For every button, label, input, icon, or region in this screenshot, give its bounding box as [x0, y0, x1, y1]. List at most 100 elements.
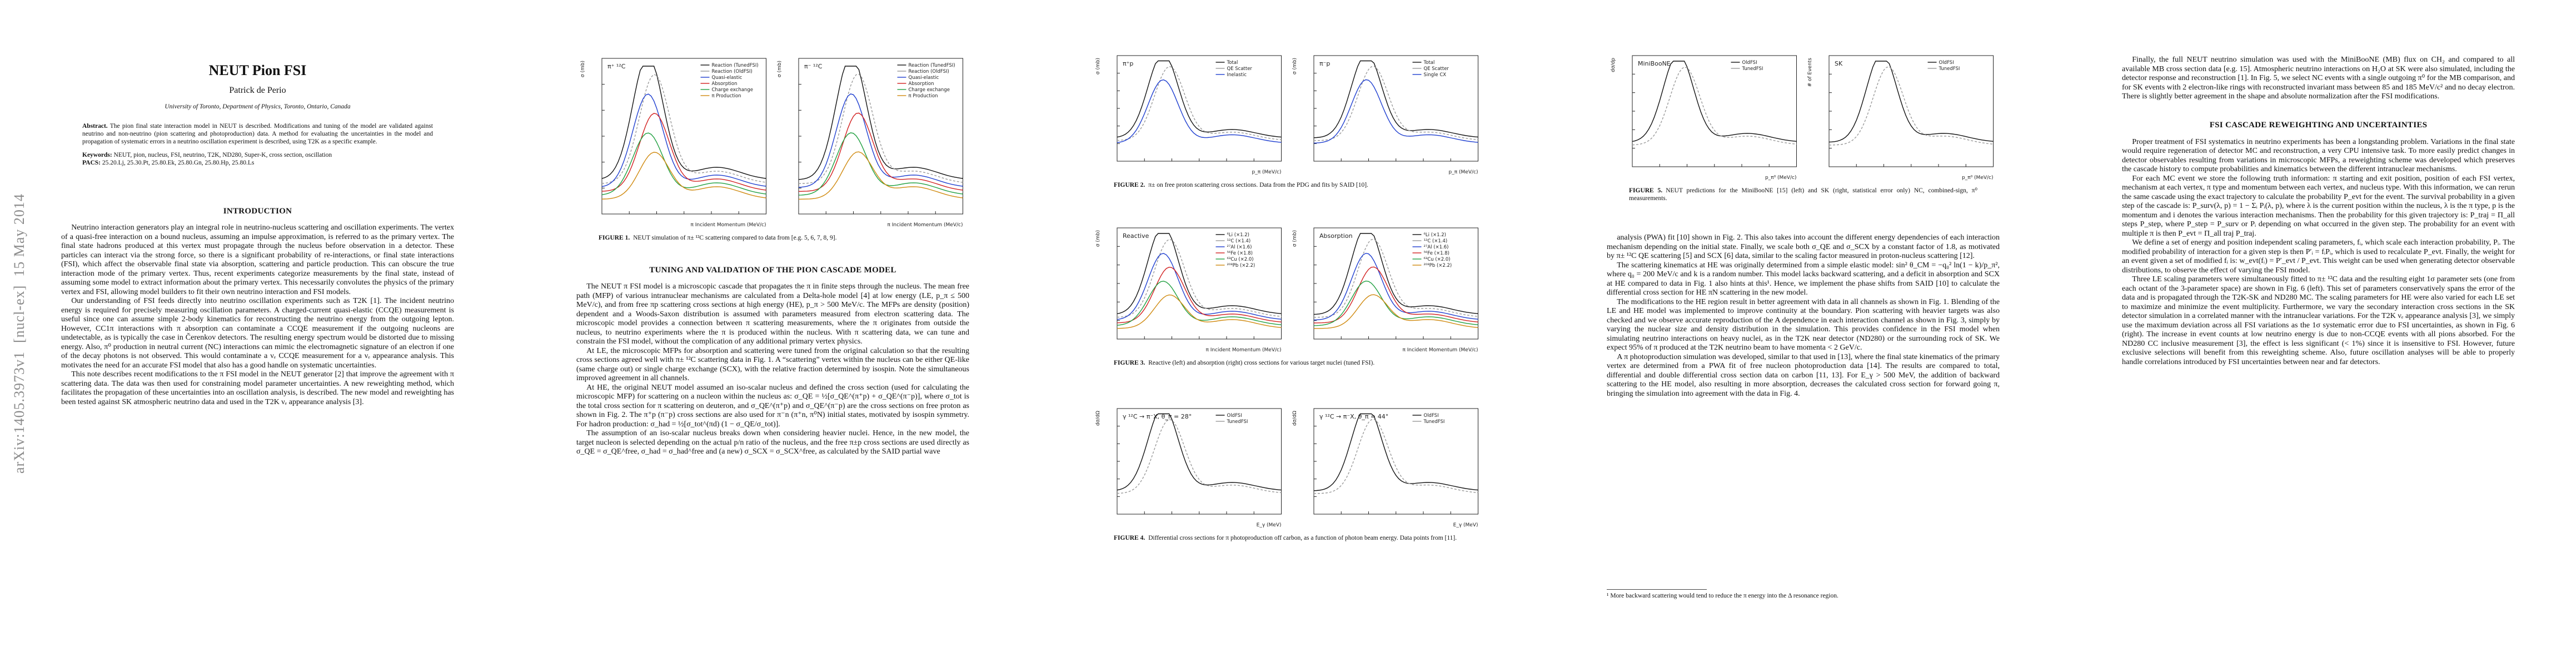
caption-label: FIGURE 3. [1114, 360, 1145, 366]
legend-label: TunedFSI [1938, 66, 1960, 72]
footnote: ¹ More backward scattering would tend to… [1607, 593, 1838, 599]
paragraph: Three LE scaling parameters were simulta… [2122, 275, 2515, 366]
legend-label: OldFSI [1742, 60, 1757, 66]
legend-label: ⁶Li (×1.2) [1227, 232, 1249, 238]
illustrative-curve [1313, 252, 1478, 321]
illustrative-curve [798, 66, 963, 180]
figure-caption: FIGURE 5. NEUT predictions for the MiniBo… [1607, 183, 2000, 202]
paragraph: The scattering kinematics at HE was orig… [1607, 261, 2000, 297]
paragraph: analysis (PWA) fit [10] shown in Fig. 2.… [1607, 233, 2000, 260]
illustrative-curve [1313, 79, 1478, 144]
legend-label: Quasi-elastic [712, 75, 743, 81]
pacs: 25.20.Lj, 25.30.Pt, 25.80.Ek, 25.80.Gn, … [102, 160, 255, 166]
legend-label: Absorption [908, 81, 934, 87]
legend-label: ¹²C (×1.4) [1227, 238, 1251, 244]
x-axis-label: E_γ (MeV) [1453, 522, 1478, 528]
legend-label: Absorption [712, 81, 738, 87]
figure-panel: Reaction (TunedFSI)Reaction (OldFSI)Quas… [777, 58, 963, 228]
y-axis-label: σ (mb) [580, 61, 586, 77]
legend-label: OldFSI [1423, 413, 1438, 419]
keywords: NEUT, pion, nucleus, FSI, neutrino, T2K,… [113, 152, 332, 158]
illustrative-curve [601, 93, 766, 187]
caption-text: Differential cross sections for π photop… [1148, 535, 1457, 541]
legend-label: Charge exchange [712, 87, 753, 93]
x-axis-label: p_π (MeV/c) [1448, 170, 1478, 175]
caption-label: FIGURE 5. [1629, 187, 1663, 194]
affiliation: University of Toronto, Department of Phy… [165, 103, 351, 110]
author: Patrick de Perio [229, 86, 286, 95]
y-axis-label: σ (mb) [1292, 58, 1298, 74]
caption-text: Reactive (left) and absorption (right) c… [1148, 360, 1375, 366]
title: NEUT Pion FSI [208, 62, 307, 78]
plot-frame [1632, 55, 1797, 167]
legend-label: ⁵⁶Fe (×1.8) [1227, 251, 1253, 256]
body-text: Finally, the full NEUT neutrino simulati… [2122, 56, 2515, 102]
legend-label: π Production [908, 93, 938, 99]
paragraph: Proper treatment of FSI systematics in n… [2122, 137, 2515, 174]
figure: OldFSI TunedFSI γ ¹²C → π⁻X, θ_π = 28° E_γ … [1092, 403, 1484, 542]
x-axis-label: π Incident Momentum (MeV/c) [1402, 347, 1478, 353]
illustrative-curve [1313, 238, 1478, 318]
y-axis-label: σ (mb) [1292, 230, 1298, 247]
abstract-label: Abstract. [82, 123, 108, 130]
panel-label: π⁻p [1319, 60, 1330, 67]
illustrative-curve [601, 113, 766, 192]
illustrative-curve [1313, 60, 1478, 138]
paragraph: At HE, the original NEUT model assumed a… [576, 383, 969, 429]
x-axis-label: π Incident Momentum (MeV/c) [1205, 347, 1281, 353]
plot-frame [1117, 408, 1282, 515]
legend-label: Reaction (TunedFSI) [712, 63, 759, 68]
y-axis-label: # of Events [1807, 58, 1813, 87]
caption-label: FIGURE 4. [1114, 535, 1145, 541]
legend-label: ²⁷Al (×1.6) [1423, 245, 1448, 250]
legend-label: Quasi-elastic [908, 75, 939, 81]
plot-frame [1828, 55, 1994, 167]
paragraph: Our understanding of FSI feeds directly … [61, 297, 454, 370]
illustrative-curve [1313, 66, 1478, 141]
caption-text: NEUT simulation of π± ¹²C scattering com… [633, 235, 837, 241]
illustrative-curve [1313, 233, 1478, 315]
figure-panel: Reaction (TunedFSI)Reaction (OldFSI)Quas… [580, 58, 766, 228]
illustrative-curve [601, 152, 766, 200]
plot-frame [1313, 227, 1478, 340]
panel-label: SK [1835, 60, 1843, 67]
y-axis-label: dσ/dΩ [1292, 411, 1298, 426]
legend-label: TunedFSI [1227, 419, 1248, 425]
paragraph: A π photoproduction simulation was devel… [1607, 352, 2000, 398]
figure: Reaction (TunedFSI) Reaction (OldFSI) Quas… [576, 53, 969, 242]
section-heading: FSI CASCADE REWEIGHTING AND UNCERTAINTIE… [2209, 120, 2428, 130]
paragraph: Neutrino interaction generators play an … [61, 223, 454, 296]
panel-label: Absorption [1319, 232, 1353, 240]
illustrative-curve [1632, 66, 1797, 146]
illustrative-curve [1117, 413, 1282, 491]
illustrative-curve [1117, 238, 1282, 318]
figure: ⁶Li (×1.2) ¹²C (×1.4) ²⁷Al (×1.6) ⁵⁶Fe (×1.… [1092, 222, 1484, 367]
illustrative-curve [1313, 266, 1478, 323]
paragraph: For each MC event we store the following… [2122, 174, 2515, 238]
y-axis-label: dσ/dp [1611, 58, 1616, 72]
legend-label: TunedFSI [1423, 419, 1444, 425]
paragraph: We define a set of energy and position i… [2122, 238, 2515, 275]
body-text: analysis (PWA) fit [10] shown in Fig. 2.… [1607, 233, 2000, 399]
y-axis-label: dσ/dΩ [1095, 411, 1101, 426]
legend-label: Charge exchange [908, 87, 949, 93]
body-text: Proper treatment of FSI systematics in n… [2122, 138, 2515, 367]
section-heading: INTRODUCTION [223, 207, 292, 216]
x-axis-label: π Incident Momentum (MeV/c) [887, 222, 963, 228]
panel-label: γ ¹²C → π⁻X, θ_π = 28° [1123, 413, 1192, 420]
legend-label: ⁵⁶Fe (×1.8) [1423, 251, 1449, 256]
page-5: Finally, the full NEUT neutrino simulati… [2061, 0, 2576, 667]
illustrative-curve [798, 112, 963, 192]
panel-label: MiniBooNE [1638, 60, 1671, 67]
x-axis-label: π Incident Momentum (MeV/c) [690, 222, 766, 228]
legend-label: QE Scatter [1423, 66, 1449, 72]
illustrative-curve [1117, 79, 1282, 143]
abstract-block: Abstract. The pion final state interacti… [61, 122, 454, 167]
illustrative-curve [1117, 233, 1282, 315]
illustrative-curve [601, 132, 766, 195]
illustrative-curve [1632, 61, 1797, 142]
